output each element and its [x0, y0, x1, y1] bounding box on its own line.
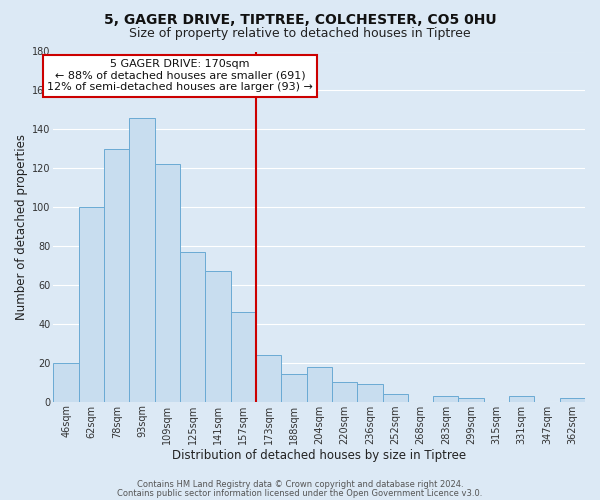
Bar	[433, 396, 458, 402]
Bar	[383, 394, 408, 402]
Bar	[230, 312, 256, 402]
Bar	[256, 355, 281, 402]
Y-axis label: Number of detached properties: Number of detached properties	[15, 134, 28, 320]
Text: Size of property relative to detached houses in Tiptree: Size of property relative to detached ho…	[129, 28, 471, 40]
Bar	[53, 363, 79, 402]
X-axis label: Distribution of detached houses by size in Tiptree: Distribution of detached houses by size …	[172, 450, 466, 462]
Bar	[79, 207, 104, 402]
Bar	[560, 398, 585, 402]
Bar	[104, 149, 130, 402]
Bar	[180, 252, 205, 402]
Text: 5 GAGER DRIVE: 170sqm
← 88% of detached houses are smaller (691)
12% of semi-det: 5 GAGER DRIVE: 170sqm ← 88% of detached …	[47, 60, 313, 92]
Text: 5, GAGER DRIVE, TIPTREE, COLCHESTER, CO5 0HU: 5, GAGER DRIVE, TIPTREE, COLCHESTER, CO5…	[104, 12, 496, 26]
Text: Contains public sector information licensed under the Open Government Licence v3: Contains public sector information licen…	[118, 488, 482, 498]
Bar	[155, 164, 180, 402]
Bar	[332, 382, 357, 402]
Bar	[130, 118, 155, 402]
Bar	[307, 366, 332, 402]
Bar	[458, 398, 484, 402]
Bar	[205, 272, 230, 402]
Text: Contains HM Land Registry data © Crown copyright and database right 2024.: Contains HM Land Registry data © Crown c…	[137, 480, 463, 489]
Bar	[509, 396, 535, 402]
Bar	[357, 384, 383, 402]
Bar	[281, 374, 307, 402]
